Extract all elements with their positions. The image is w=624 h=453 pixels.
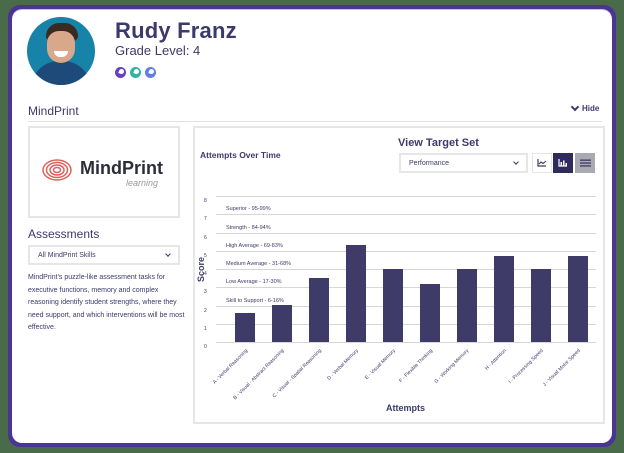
gridline <box>216 323 596 325</box>
chart-bar[interactable] <box>493 256 514 342</box>
y-tick-label: 7 <box>204 216 207 223</box>
fingerprint-brain-icon <box>42 159 72 181</box>
chart-bar[interactable] <box>234 312 255 342</box>
student-name: Rudy Franz <box>115 18 237 43</box>
skill-badges <box>115 67 156 78</box>
hide-button[interactable]: Hide <box>570 102 600 113</box>
y-tick-label: 1 <box>204 325 207 332</box>
target-band-label: Low Average - 17-30% <box>226 279 282 286</box>
gridline <box>216 305 596 307</box>
y-tick-label: 6 <box>204 234 207 241</box>
menu-lines-icon <box>579 159 591 167</box>
hide-label: Hide <box>582 104 600 113</box>
y-tick-label: 5 <box>204 252 207 259</box>
chart-bar[interactable] <box>308 278 329 342</box>
target-set-select[interactable]: Performance <box>399 153 528 173</box>
chart-panel <box>193 126 605 424</box>
view-target-set-title: View Target Set <box>398 137 479 149</box>
gridline <box>216 214 596 216</box>
target-band-label: Strength - 84-94% <box>226 224 271 231</box>
logo-sub: learning <box>126 178 159 188</box>
badge-blue-icon <box>145 67 156 78</box>
section-title: MindPrint <box>28 104 79 118</box>
line-chart-icon <box>537 159 547 167</box>
chart-bar[interactable] <box>530 269 551 342</box>
gridline <box>216 342 596 343</box>
assessments-title: Assessments <box>28 227 100 241</box>
badge-teal-icon <box>130 67 141 78</box>
target-band-label: Medium Average - 31-68% <box>226 261 292 267</box>
table-view-button[interactable] <box>575 153 595 173</box>
target-band-label: High Average - 69-83% <box>226 242 283 249</box>
gridline <box>216 287 596 289</box>
chevron-down-icon <box>165 251 171 257</box>
chart-bar[interactable] <box>419 283 440 342</box>
bar-chart-button[interactable] <box>553 153 573 173</box>
bar-chart-plot: 0 1 2 3 4 5 6 7 8 Superior - 95-99% Strength - 84-… <box>204 196 596 401</box>
chart-bar[interactable] <box>456 269 477 342</box>
grade-level: Grade Level: 4 <box>115 43 201 58</box>
skills-select[interactable]: All MindPrint Skills <box>28 245 180 265</box>
chart-title: Attempts Over Time <box>200 150 281 160</box>
chevron-down-icon <box>513 159 519 165</box>
y-tick-label: 4 <box>204 271 207 277</box>
student-card <box>12 9 612 443</box>
badge-purple-icon <box>115 67 126 78</box>
target-set-select-value: Performance <box>409 159 450 167</box>
gridline <box>216 196 596 197</box>
logo-brand: MindPrint <box>80 158 163 178</box>
assessments-description: MindPrint's puzzle-like assessment tasks… <box>28 274 185 331</box>
y-tick-label: 2 <box>204 307 207 314</box>
line-chart-button[interactable] <box>532 153 552 173</box>
x-axis-title: Attempts <box>386 403 426 413</box>
divider <box>28 121 602 122</box>
gridline <box>216 232 596 234</box>
gridline <box>216 250 596 252</box>
target-band-label: Skill to Support - 6-16% <box>226 297 284 304</box>
student-avatar <box>27 17 95 85</box>
y-tick-label: 3 <box>204 289 207 296</box>
skills-select-value: All MindPrint Skills <box>38 251 96 259</box>
chevron-down-icon <box>570 102 580 112</box>
bar-chart-icon <box>558 159 567 167</box>
chart-bar[interactable] <box>345 245 366 342</box>
y-tick-label: 8 <box>204 198 207 204</box>
chart-bar[interactable] <box>271 304 292 342</box>
chart-bar[interactable] <box>382 269 403 342</box>
target-band-label: Superior - 95-99% <box>226 206 271 213</box>
chart-bar[interactable] <box>567 256 588 342</box>
y-tick-label: 0 <box>204 344 207 350</box>
mindprint-logo-box: MindPrint learning <box>28 126 180 218</box>
y-axis-title: Score <box>196 256 206 282</box>
gridline <box>216 269 596 270</box>
